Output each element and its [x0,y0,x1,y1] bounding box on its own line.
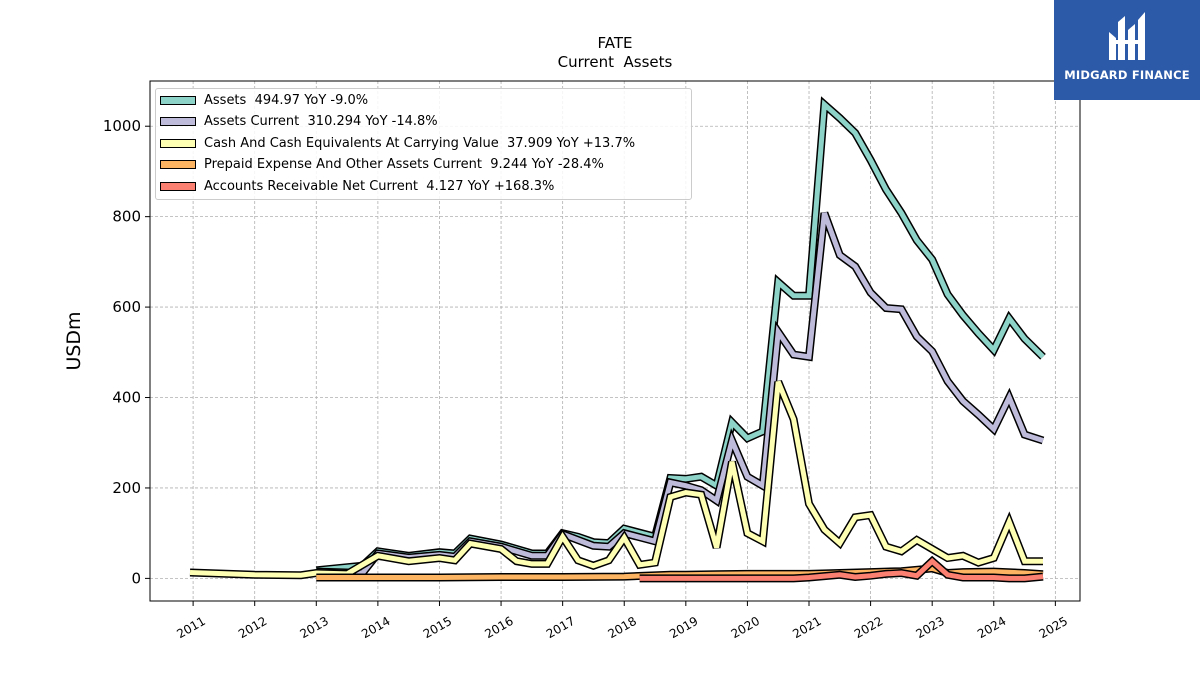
series-line-4 [639,557,1044,581]
series-lines [189,96,1046,583]
series-line-2 [189,380,1043,578]
x-tick-label: 2018 [606,614,639,641]
y-tick-label: 400 [112,389,141,407]
x-tick-label: 2016 [482,614,515,641]
y-tick-label: 800 [112,208,141,226]
plot-frame [149,80,1081,602]
x-tick-label: 2017 [544,614,577,641]
legend-swatch-prepaid [160,160,196,169]
x-tick-label: 2015 [421,614,454,641]
y-tick-label: 0 [131,569,141,587]
y-tick-label: 1000 [103,117,141,135]
series-line-3 [316,565,1044,580]
legend-swatch-cash [160,138,196,148]
legend-item-assets: Assets 494.97 YoY -9.0% [160,92,368,108]
legend-label-assets: Assets 494.97 YoY -9.0% [204,92,369,108]
logo-mark-icon [1109,12,1145,60]
legend-item-prepaid: Prepaid Expense And Other Assets Current… [160,157,604,173]
chart-title: FATE [598,34,633,52]
x-tick-label: 2014 [359,614,392,641]
legend-label-receivable: Accounts Receivable Net Current 4.127 Yo… [204,178,555,194]
midgard-finance-logo: MIDGARD FINANCE [1054,0,1200,100]
x-tick-label: 2020 [729,614,762,641]
y-tick-label: 600 [112,298,141,316]
x-tick-label: 2019 [667,614,700,641]
x-tick-label: 2013 [298,614,331,641]
y-axis-label: USDm [63,311,85,370]
legend-label-prepaid: Prepaid Expense And Other Assets Current… [204,157,604,172]
x-tick-label: 2024 [975,614,1008,641]
x-tick-label: 2011 [174,614,207,641]
x-tick-label: 2022 [852,614,885,641]
legend-label-assets-current: Assets Current 310.294 YoY -14.8% [204,114,438,129]
x-tick-label: 2025 [1037,614,1070,641]
legend-swatch-receivable [160,181,196,191]
legend-item-receivable: Accounts Receivable Net Current 4.127 Yo… [160,178,554,194]
legend: Assets 494.97 YoY -9.0% Assets Current 3… [155,88,692,200]
y-tick-label: 200 [112,479,141,497]
legend-swatch-assets [160,95,196,105]
legend-item-cash: Cash And Cash Equivalents At Carrying Va… [160,135,635,151]
x-tick-label: 2021 [790,614,823,641]
legend-label-cash: Cash And Cash Equivalents At Carrying Va… [204,135,636,151]
legend-swatch-assets-current [160,117,196,126]
chart-subtitle: Current Assets [558,53,673,71]
logo-text: MIDGARD FINANCE [1064,68,1190,82]
x-tick-label: 2012 [236,614,269,641]
x-tick-label: 2023 [913,614,946,641]
legend-item-assets-current: Assets Current 310.294 YoY -14.8% [160,114,438,130]
